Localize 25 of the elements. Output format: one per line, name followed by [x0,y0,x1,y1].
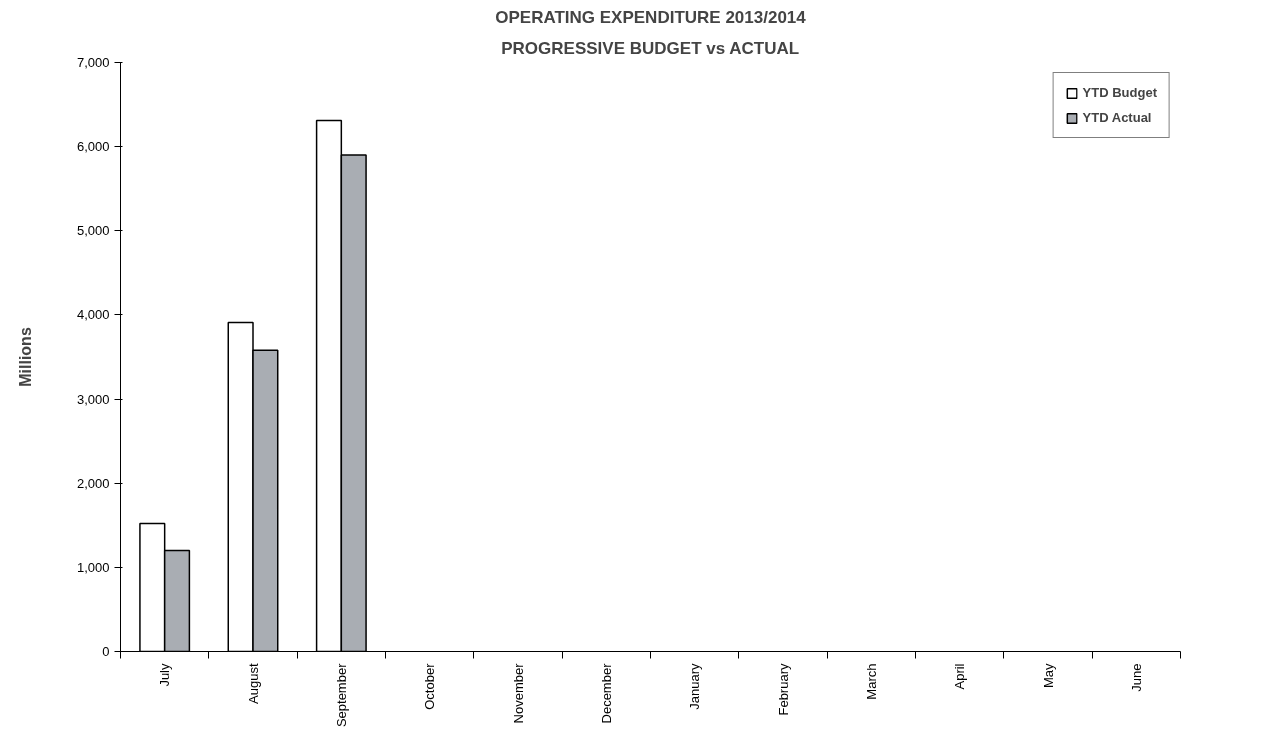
x-tick-label: January [687,663,703,710]
x-tick-label: July [157,663,173,687]
x-tick-label: December [598,662,614,724]
x-tick-label: March [863,663,879,700]
y-tick-label: 6,000 [76,139,110,155]
legend-label: YTD Actual [1082,110,1152,125]
x-tick-label: September [333,662,349,728]
y-tick-label: 2,000 [76,475,110,491]
chart-title: OPERATING EXPENDITURE 2013/2014 [495,7,807,27]
y-tick-label: 5,000 [76,223,110,239]
x-tick-label: November [510,662,526,724]
y-tick-label: 4,000 [76,307,110,323]
x-tick-label: June [1128,663,1144,692]
y-tick-label: 0 [102,644,110,659]
chart-subtitle: PROGRESSIVE BUDGET vs ACTUAL [501,38,800,58]
x-tick-label: May [1040,663,1056,689]
y-tick-label: 3,000 [76,391,110,407]
x-tick-label: February [775,663,791,716]
x-tick-label: April [952,663,968,690]
y-tick-label: 7,000 [76,55,110,70]
y-axis-title: Millions [16,327,34,387]
x-tick-label: October [422,662,438,710]
legend-label: YTD Budget [1082,85,1157,100]
y-tick-label: 1,000 [76,559,110,575]
x-tick-label: August [245,663,261,704]
